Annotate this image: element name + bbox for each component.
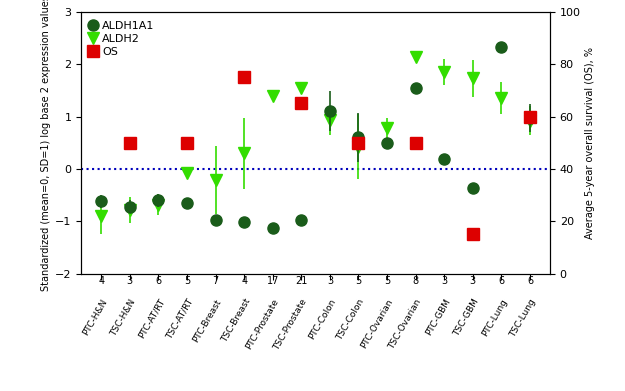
- Text: PTC-Prostate: PTC-Prostate: [244, 297, 281, 351]
- Text: 8: 8: [412, 276, 419, 286]
- Text: TSC-Prostate: TSC-Prostate: [272, 297, 309, 352]
- Text: TSC-H&N: TSC-H&N: [109, 297, 138, 337]
- Text: 5: 5: [356, 276, 362, 286]
- Text: TSC-Lung: TSC-Lung: [509, 297, 538, 339]
- Text: TSC-Colon: TSC-Colon: [336, 297, 366, 342]
- Text: PTC-Lung: PTC-Lung: [481, 297, 509, 338]
- Text: 7: 7: [213, 276, 219, 286]
- Text: 4: 4: [98, 276, 104, 286]
- Text: 6: 6: [527, 276, 533, 286]
- Text: 17: 17: [267, 276, 279, 286]
- Text: 6: 6: [156, 276, 161, 286]
- Text: 3: 3: [470, 276, 476, 286]
- Y-axis label: Standardized (mean=0, SD=1) log base 2 expression values: Standardized (mean=0, SD=1) log base 2 e…: [41, 0, 51, 291]
- Text: 5: 5: [384, 276, 390, 286]
- Text: PTC-Ovarian: PTC-Ovarian: [359, 297, 395, 350]
- Text: 3: 3: [327, 276, 333, 286]
- Text: 21: 21: [295, 276, 308, 286]
- Text: 5: 5: [184, 276, 190, 286]
- Text: 6: 6: [498, 276, 504, 286]
- Legend: ALDH1A1, ALDH2, OS: ALDH1A1, ALDH2, OS: [87, 17, 158, 61]
- Text: 3: 3: [127, 276, 133, 286]
- Text: 3: 3: [441, 276, 448, 286]
- Text: PTC-Breast: PTC-Breast: [191, 297, 223, 344]
- Text: PTC-Colon: PTC-Colon: [308, 297, 338, 341]
- Text: TSC-Breast: TSC-Breast: [219, 297, 252, 344]
- Text: 4: 4: [241, 276, 248, 286]
- Text: PTC-GBM: PTC-GBM: [424, 297, 452, 337]
- Text: TSC-Ovarian: TSC-Ovarian: [388, 297, 424, 351]
- Text: PTC-AT/RT: PTC-AT/RT: [136, 297, 166, 340]
- Text: TSC-AT/RT: TSC-AT/RT: [164, 297, 195, 341]
- Text: TSC-GBM: TSC-GBM: [452, 297, 481, 338]
- Text: PTC-H&N: PTC-H&N: [81, 297, 109, 337]
- Y-axis label: Average 5-year overall survival (OS), %: Average 5-year overall survival (OS), %: [585, 47, 595, 239]
